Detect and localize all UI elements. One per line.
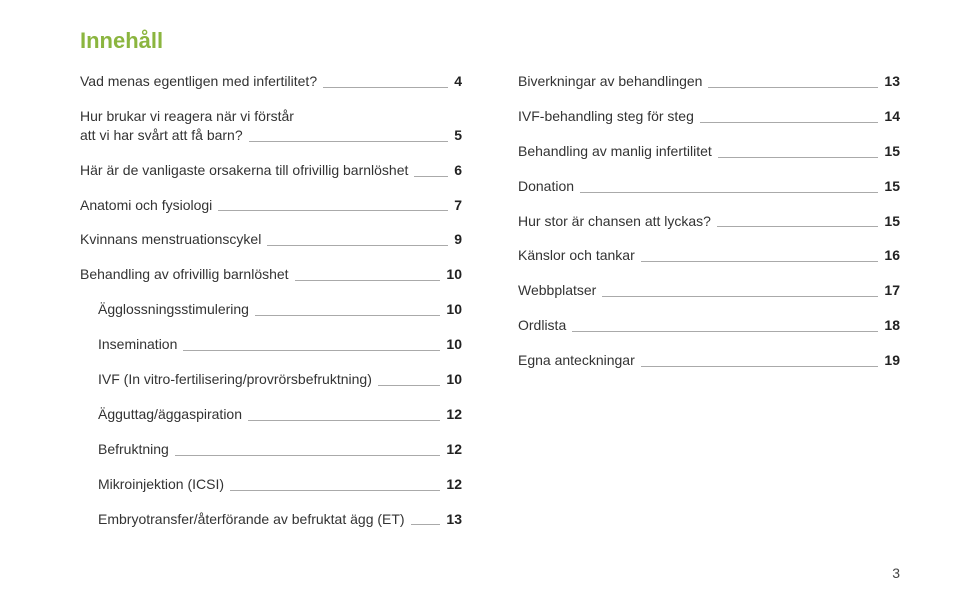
toc-leader [641,366,879,367]
toc-label: Behandling av ofrivillig barnlöshet [80,265,289,284]
toc-entry: Biverkningar av behandlingen 13 [518,72,900,91]
toc-page: 10 [446,370,462,389]
toc-label: Insemination [98,335,177,354]
toc-page: 4 [454,72,462,91]
toc-page: 18 [884,316,900,335]
toc-entry: IVF-behandling steg för steg 14 [518,107,900,126]
toc-left-column: Vad menas egentligen med infertilitet? 4 H… [80,72,462,544]
toc-leader [175,455,441,456]
toc-page: 10 [446,300,462,319]
toc-page: 7 [454,196,462,215]
toc-entry: Mikroinjektion (ICSI) 12 [80,475,462,494]
toc-leader [218,210,448,211]
toc-label: Kvinnans menstruationscykel [80,230,261,249]
toc-label: Ägguttag/äggaspiration [98,405,242,424]
toc-entry: Hur brukar vi reagera när vi förståratt … [80,107,462,145]
toc-leader [602,296,878,297]
toc-leader [641,261,879,262]
toc-entry: Befruktning 12 [80,440,462,459]
toc-label: Donation [518,177,574,196]
toc-page: 12 [446,405,462,424]
toc-entry: Egna anteckningar 19 [518,351,900,370]
toc-label: Egna anteckningar [518,351,635,370]
toc-label: Vad menas egentligen med infertilitet? [80,72,317,91]
toc-leader [249,141,449,142]
toc-page: 15 [884,142,900,161]
toc-label: Embryotransfer/återförande av befruktat … [98,510,405,529]
toc-label: Hur stor är chansen att lyckas? [518,212,711,231]
toc-leader [708,87,878,88]
toc-page: 14 [884,107,900,126]
toc-entry: IVF (In vitro-fertilisering/provrörsbefr… [80,370,462,389]
toc-leader [230,490,440,491]
toc-page: 6 [454,161,462,180]
toc-page: 5 [454,126,462,145]
toc-label: IVF-behandling steg för steg [518,107,694,126]
toc-label: Befruktning [98,440,169,459]
toc-entry: Här är de vanligaste orsakerna till ofri… [80,161,462,180]
toc-leader [323,87,448,88]
toc-leader [572,331,878,332]
toc-entry: Kvinnans menstruationscykel 9 [80,230,462,249]
toc-entry: Behandling av ofrivillig barnlöshet 10 [80,265,462,284]
toc-page: 9 [454,230,462,249]
toc-entry: Hur stor är chansen att lyckas? 15 [518,212,900,231]
toc-entry: Behandling av manlig infertilitet 15 [518,142,900,161]
toc-leader [248,420,440,421]
toc-leader [718,157,879,158]
toc-leader [580,192,878,193]
toc-entry: Embryotransfer/återförande av befruktat … [80,510,462,529]
toc-entry: Donation 15 [518,177,900,196]
toc-leader [378,385,441,386]
toc-entry: Ägguttag/äggaspiration 12 [80,405,462,424]
toc-label: Anatomi och fysiologi [80,196,212,215]
toc-label: Behandling av manlig infertilitet [518,142,712,161]
toc-label: IVF (In vitro-fertilisering/provrörsbefr… [98,370,372,389]
toc-leader [295,280,441,281]
page-title: Innehåll [80,28,900,54]
toc-label: Biverkningar av behandlingen [518,72,702,91]
toc-columns: Vad menas egentligen med infertilitet? 4 H… [80,72,900,544]
toc-page: 13 [884,72,900,91]
toc-entry: Känslor och tankar 16 [518,246,900,265]
toc-leader [717,226,878,227]
toc-label: Här är de vanligaste orsakerna till ofri… [80,161,408,180]
toc-entry: Ordlista 18 [518,316,900,335]
toc-entry: Vad menas egentligen med infertilitet? 4 [80,72,462,91]
toc-label: Mikroinjektion (ICSI) [98,475,224,494]
toc-leader [411,524,441,525]
toc-page: 10 [446,335,462,354]
toc-page: 17 [884,281,900,300]
toc-leader [700,122,879,123]
toc-leader [267,245,448,246]
toc-leader [414,176,448,177]
toc-label: att vi har svårt att få barn? [80,126,243,145]
toc-page: 15 [884,212,900,231]
toc-label-line: Hur brukar vi reagera när vi förstår [80,107,462,126]
toc-page: 12 [446,475,462,494]
toc-label: Ordlista [518,316,566,335]
page: Innehåll Vad menas egentligen med infert… [0,0,960,599]
toc-label: Ägglossningsstimulering [98,300,249,319]
toc-page: 13 [446,510,462,529]
toc-right-column: Biverkningar av behandlingen 13 IVF-behand… [518,72,900,544]
page-number: 3 [892,565,900,581]
toc-leader [255,315,440,316]
toc-leader [183,350,440,351]
toc-entry: Anatomi och fysiologi 7 [80,196,462,215]
toc-entry: Insemination 10 [80,335,462,354]
toc-page: 15 [884,177,900,196]
toc-label: Känslor och tankar [518,246,635,265]
toc-page: 12 [446,440,462,459]
toc-entry: Webbplatser 17 [518,281,900,300]
toc-page: 19 [884,351,900,370]
toc-label: Webbplatser [518,281,596,300]
toc-page: 10 [446,265,462,284]
toc-entry: Ägglossningsstimulering 10 [80,300,462,319]
toc-page: 16 [884,246,900,265]
